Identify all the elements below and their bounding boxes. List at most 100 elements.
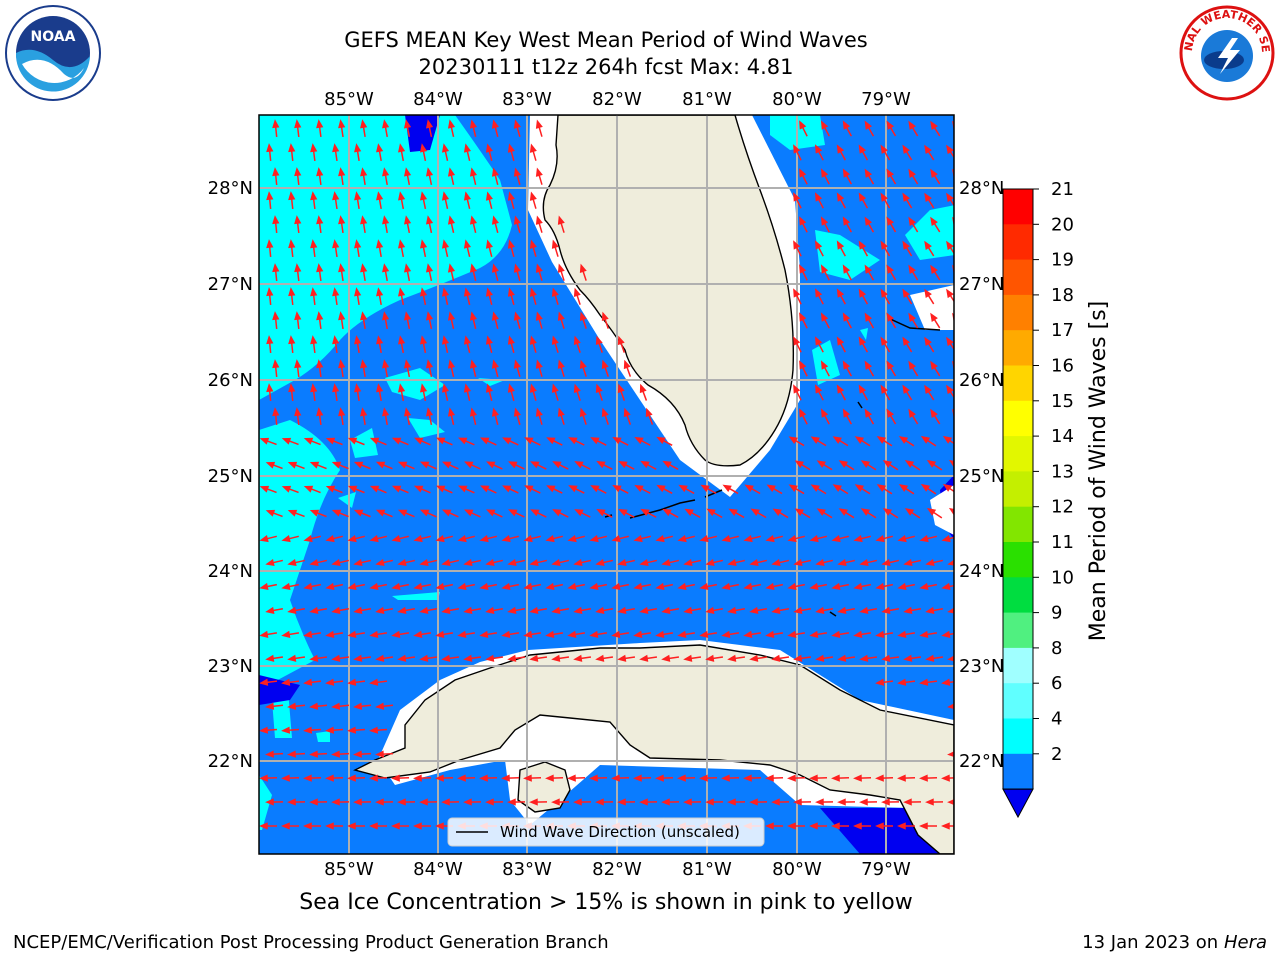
wind-arrow-head xyxy=(545,582,555,591)
wind-arrow-head xyxy=(924,336,932,346)
wind-arrow-head xyxy=(353,461,364,469)
wind-arrow-head xyxy=(799,312,807,322)
wind-arrow-head xyxy=(898,484,909,492)
wind-arrow-head xyxy=(656,484,666,493)
wind-arrow-head xyxy=(551,239,559,249)
wind-arrow-head xyxy=(662,508,672,517)
wind-arrow-head xyxy=(303,630,313,638)
wind-arrow-head xyxy=(266,239,274,249)
wind-arrow-head xyxy=(529,335,537,345)
lon-tick-top: 85°W xyxy=(324,89,374,110)
wind-arrow-head xyxy=(838,508,848,516)
wind-arrow-head xyxy=(485,335,493,345)
wind-arrow-head xyxy=(699,630,709,638)
lon-tick-top: 83°W xyxy=(502,89,552,110)
wind-arrow-head xyxy=(353,798,362,806)
wind-arrow-head xyxy=(772,508,782,516)
wind-arrow-head xyxy=(325,630,335,638)
wind-arrow-head xyxy=(882,508,893,516)
wind-arrow-head xyxy=(463,558,473,567)
wind-arrow-head xyxy=(419,654,429,662)
wind-arrow-head xyxy=(881,798,890,806)
wind-arrow-head xyxy=(595,654,605,662)
wind-arrow-head xyxy=(463,191,472,201)
wind-arrow-head xyxy=(880,384,889,394)
wind-arrow-head xyxy=(375,702,385,710)
wind-arrow-head xyxy=(634,436,644,445)
wind-arrow-head xyxy=(316,167,324,177)
wind-arrow-head xyxy=(288,335,296,345)
wind-arrow-head xyxy=(947,607,954,614)
wind-arrow-head xyxy=(721,774,730,782)
wind-arrow-head xyxy=(508,461,518,469)
wind-arrow-head xyxy=(259,726,269,734)
wind-arrow-head xyxy=(617,383,625,394)
wind-arrow-head xyxy=(281,535,291,543)
wind-arrow-head xyxy=(316,311,324,321)
wind-arrow-head xyxy=(655,582,665,591)
wind-arrow-head xyxy=(858,288,867,298)
wind-arrow-head xyxy=(413,437,424,445)
wind-arrow-head xyxy=(397,606,407,614)
footer-host: Hera xyxy=(1223,932,1267,953)
wind-arrow-head xyxy=(354,335,362,345)
wind-arrow-head xyxy=(360,311,368,321)
wind-arrow-head xyxy=(294,359,302,369)
wind-arrow-head xyxy=(272,359,280,369)
wind-arrow-head xyxy=(898,436,909,444)
wind-arrow-head xyxy=(859,558,869,567)
wind-arrow-head xyxy=(573,558,583,567)
wind-arrow-head xyxy=(530,461,540,469)
wind-arrow-head xyxy=(836,288,845,298)
wind-arrow-head xyxy=(485,654,495,662)
chart-subtitle-forecast: 20230111 t12z 264h fcst Max: 4.81 xyxy=(418,55,794,79)
wind-arrow-head xyxy=(903,654,913,662)
wind-arrow-head xyxy=(413,485,424,493)
wind-arrow-head xyxy=(655,535,665,543)
wind-arrow-head xyxy=(579,311,587,321)
wind-arrow-head xyxy=(391,774,400,782)
wind-arrow-head xyxy=(479,630,489,638)
wind-arrow-head xyxy=(836,240,845,250)
wind-arrow-head xyxy=(743,535,753,543)
wind-arrow-head xyxy=(316,263,324,273)
noaa-logo-text: NOAA xyxy=(31,29,76,45)
wind-arrow-head xyxy=(529,191,537,201)
wind-arrow-head xyxy=(404,263,412,273)
wind-arrow-head xyxy=(700,484,710,493)
wind-arrow-head xyxy=(469,167,477,177)
nws-logo-icon: NATIONAL WEATHER SERVICE xyxy=(1178,4,1275,101)
wind-arrow-head xyxy=(864,360,873,370)
lon-tick-top: 82°W xyxy=(592,89,642,110)
wind-arrow-head xyxy=(655,774,664,782)
wind-arrow-head xyxy=(611,774,620,782)
wind-arrow-head xyxy=(501,630,511,638)
wind-arrow-head xyxy=(413,774,422,782)
wind-arrow-head xyxy=(947,751,954,758)
wind-arrow-head xyxy=(831,630,841,638)
wind-arrow-head xyxy=(513,263,521,273)
wind-arrow-head xyxy=(332,143,340,153)
wind-arrow-head xyxy=(354,287,362,297)
wind-arrow-head xyxy=(485,383,493,393)
wind-arrow-head xyxy=(265,509,276,517)
wind-arrow-head xyxy=(859,654,869,662)
wind-arrow-head xyxy=(435,485,446,493)
wind-arrow-head xyxy=(272,407,280,417)
wind-arrow-head xyxy=(551,383,559,393)
wind-arrow-head xyxy=(535,167,543,177)
wind-arrow-head xyxy=(397,654,407,662)
wind-arrow-head xyxy=(699,535,709,543)
wind-arrow-head xyxy=(595,558,605,567)
wind-arrow-head xyxy=(397,558,407,567)
wind-arrow-head xyxy=(419,143,428,153)
wind-arrow-head xyxy=(469,359,477,369)
wind-arrow-head xyxy=(259,822,268,830)
wind-arrow-head xyxy=(853,535,863,543)
wind-arrow-head xyxy=(347,582,357,591)
wind-arrow-head xyxy=(535,215,543,225)
wind-arrow-head xyxy=(809,582,819,591)
wind-arrow-head xyxy=(502,485,512,493)
colorbar-swatch xyxy=(1003,612,1033,649)
wind-arrow-head xyxy=(942,435,953,444)
